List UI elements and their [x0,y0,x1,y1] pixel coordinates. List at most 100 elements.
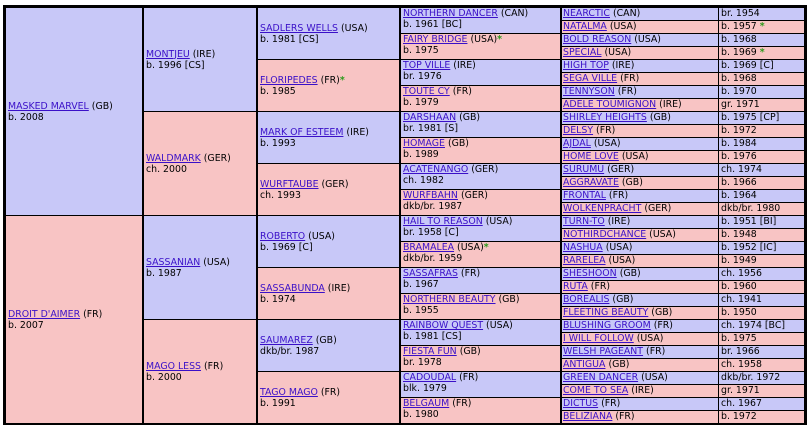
horse-name-link[interactable]: SASSABUNDA [260,282,325,294]
horse-name-link[interactable]: COME TO SEA [563,385,629,396]
horse-name-link[interactable]: FLEETING BEAUTY [563,307,649,318]
horse-name-link[interactable]: SHESHOON [563,268,617,279]
horse-name-link[interactable]: AGGRAVATE [563,177,619,188]
horse-name-link[interactable]: SASSAFRAS [403,268,458,279]
horse-name-link[interactable]: SPECIAL [563,47,602,58]
pedigree-row-gen5: AJDAL (USA) b. 1984 [561,137,805,151]
horse-name-link[interactable]: WALDMARK [146,152,201,164]
horse-name-link[interactable]: CADOUDAL [403,372,457,383]
horse-name-link[interactable]: NEARCTIC [563,8,610,19]
horse-name-link[interactable]: DROIT D'AIMER [8,308,81,320]
horse-country: (FR) [452,398,472,409]
pedigree-info-cell: gr. 1971 [719,384,805,398]
horse-info: dkb/br. 1959 [403,253,463,264]
horse-name-link[interactable]: NORTHERN BEAUTY [403,294,496,305]
horse-name-link[interactable]: I WILL FOLLOW [563,333,634,344]
horse-info: b. 1980 [403,409,439,420]
horse-name-link[interactable]: SEGA VILLE [563,73,618,84]
horse-info: b. 1987 [146,267,182,279]
horse-name-link[interactable]: SURUMU [563,164,605,175]
horse-name-link[interactable]: AJDAL [563,138,591,149]
horse-name-link[interactable]: FIESTA FUN [403,346,457,357]
horse-name-link[interactable]: RAINBOW QUEST [403,320,484,331]
horse-name-link[interactable]: NATALMA [563,21,607,32]
horse-name-link[interactable]: BRAMALEA [403,242,455,253]
horse-country: (USA) [641,372,668,383]
horse-name-link[interactable]: TURN-TO [563,216,605,227]
horse-name-link[interactable]: HOME LOVE [563,151,619,162]
pedigree-info-cell: b. 1957 * [719,20,805,34]
horse-name-link[interactable]: BOREALIS [563,294,610,305]
horse-country: (FR) [320,386,341,398]
horse-name-link[interactable]: FLORIPEDES [260,74,318,86]
horse-name-link[interactable]: SASSANIAN [146,256,201,268]
horse-name-link[interactable]: ACATENANGO [403,164,469,175]
horse-name-link[interactable]: FAIRY BRIDGE [403,34,468,45]
pedigree-cell-gen4: RAINBOW QUEST (USA) b. 1981 [CS] [400,319,561,346]
horse-name-link[interactable]: HIGH TOP [563,60,609,71]
star-marker: * [339,74,345,86]
horse-name-link[interactable]: SAUMAREZ [260,334,313,346]
horse-name-link[interactable]: ADELE TOUMIGNON [563,99,657,110]
horse-name-link[interactable]: MASKED MARVEL [8,100,89,112]
horse-info: ch. 1993 [260,189,301,201]
horse-country: (GB) [612,294,634,305]
horse-country: (IRE) [453,60,476,71]
horse-name-link[interactable]: DARSHAAN [403,112,457,123]
horse-name-link[interactable]: GREEN DANCER [563,372,639,383]
horse-info: ch. 1941 [721,294,762,305]
horse-name-link[interactable]: SHIRLEY HEIGHTS [563,112,647,123]
pedigree-info-cell: dkb/br. 1980 [719,202,805,216]
horse-info: b. 2000 [146,371,182,383]
horse-country: (GER) [607,164,635,175]
pedigree-info-cell: ch. 1956 [719,267,805,281]
pedigree-row-gen5: TENNYSON (FR) b. 1970 [561,85,805,99]
horse-name-link[interactable]: TOP VILLE [403,60,451,71]
horse-name-link[interactable]: NORTHERN DANCER [403,8,498,19]
horse-country: (FR) [608,190,629,201]
horse-info: gr. 1971 [721,99,760,110]
pedigree-cell-gen1: MASKED MARVEL (GB) b. 2008 [5,7,143,216]
horse-name-link[interactable]: BELIZIANA [563,411,613,422]
horse-name-link[interactable]: SADLERS WELLS [260,22,338,34]
horse-name-link[interactable]: DELSY [563,125,594,136]
horse-info: b. 1966 [721,177,757,188]
horse-name-link[interactable]: HOMAGE [403,138,445,149]
horse-name-link[interactable]: BOLD REASON [563,34,632,45]
horse-info: b. 1993 [260,137,296,149]
pedigree-info-cell: b. 1969 [C] [719,59,805,73]
horse-name-link[interactable]: MONTJEU [146,48,190,60]
pedigree-row-gen5: ANTIGUA (GB) ch. 1958 [561,358,805,372]
horse-name-link[interactable]: WURFTAUBE [260,178,319,190]
generation-4-column: NORTHERN DANCER (CAN) b. 1961 [BC] FAIRY B… [400,7,561,424]
horse-name-link[interactable]: MAGO LESS [146,360,202,372]
horse-name-link[interactable]: BELGAUM [403,398,450,409]
horse-name-link[interactable]: TOUTE CY [403,86,450,97]
horse-name-link[interactable]: RARELEA [563,255,606,266]
horse-name-link[interactable]: HAIL TO REASON [403,216,483,227]
horse-name-link[interactable]: NOTHIRDCHANCE [563,229,647,240]
horse-name-link[interactable]: TAGO MAGO [260,386,318,398]
generation-5-column: NEARCTIC (CAN) br. 1954 NATALMA (USA) b. 1… [561,7,805,424]
horse-name-link[interactable]: NASHUA [563,242,603,253]
pedigree-name-cell: WOLKENPRACHT (GER) [561,202,719,216]
horse-name-link[interactable]: ANTIGUA [563,359,606,370]
horse-name-link[interactable]: WOLKENPRACHT [563,203,642,214]
pedigree-cell-gen4: FIESTA FUN (GB) br. 1978 [400,345,561,372]
pedigree-cell-gen4: HOMAGE (GB) b. 1989 [400,137,561,164]
horse-name-link[interactable]: WURFBAHN [403,190,458,201]
horse-name-link[interactable]: DICTUS [563,398,599,409]
horse-name-link[interactable]: ROBERTO [260,230,306,242]
horse-country: (FR) [596,125,616,136]
horse-name-link[interactable]: TENNYSON [563,86,615,97]
horse-country: (IRE) [346,126,369,138]
horse-name-link[interactable]: BLUSHING GROOM [563,320,651,331]
horse-country: (GB) [91,100,113,112]
star-marker: * [497,34,503,45]
horse-name-link[interactable]: WELSH PAGEANT [563,346,644,357]
horse-name-link[interactable]: RUTA [563,281,588,292]
horse-info: b. 1950 [721,307,757,318]
pedigree-cell-gen4: TOP VILLE (IRE) br. 1976 [400,59,561,86]
horse-name-link[interactable]: MARK OF ESTEEM [260,126,344,138]
horse-name-link[interactable]: FRONTAL [563,190,606,201]
